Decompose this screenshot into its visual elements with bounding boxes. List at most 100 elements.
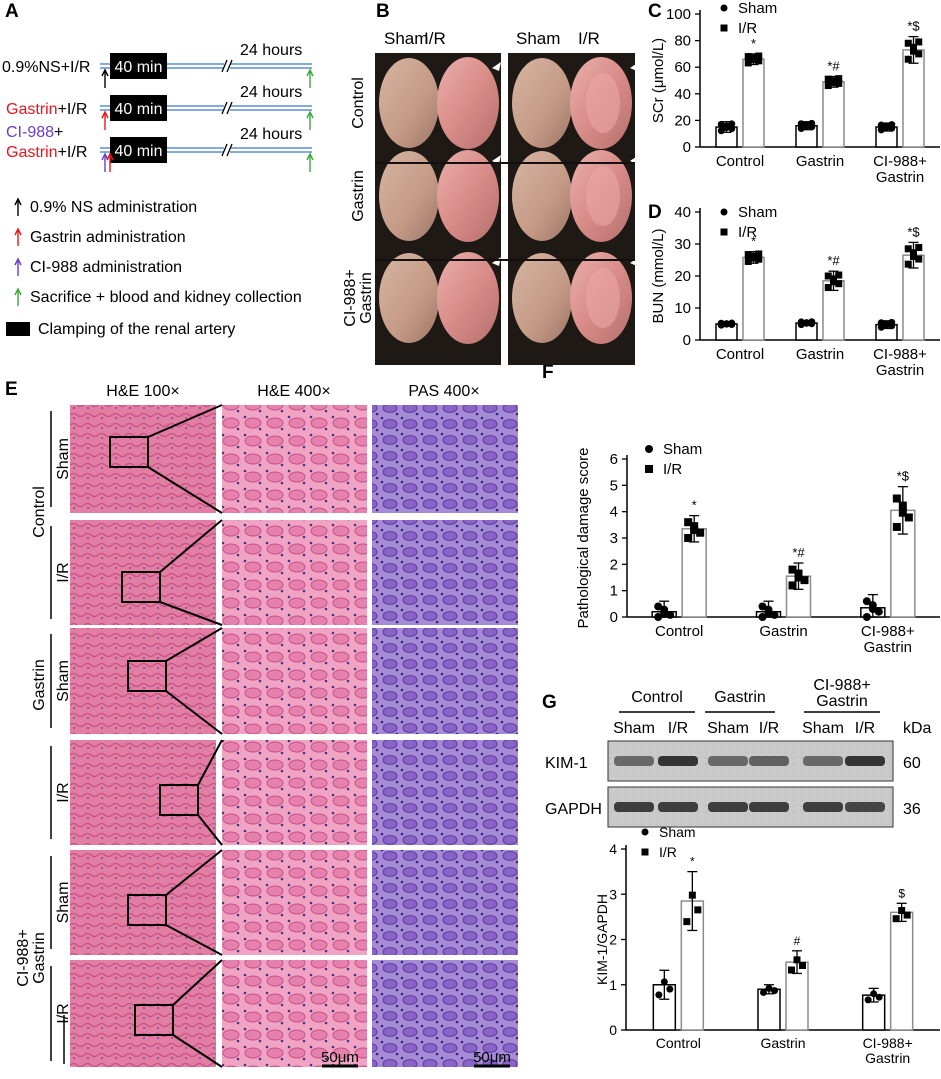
legend-label-ir: I/R bbox=[663, 461, 682, 478]
blot-group-label: CI-988+ bbox=[813, 677, 870, 694]
histology-row-label: Sham bbox=[55, 660, 72, 702]
data-point-ir bbox=[683, 918, 691, 926]
data-point-sham bbox=[888, 318, 896, 326]
panel-letter-d: D bbox=[648, 202, 662, 223]
significance-mark: *$ bbox=[907, 224, 920, 239]
significance-mark: # bbox=[794, 934, 801, 948]
data-point-sham bbox=[666, 610, 675, 619]
histology-column-header: PAS 400× bbox=[408, 383, 479, 400]
y-tick-label: 2 bbox=[609, 932, 617, 948]
arrow-head bbox=[101, 68, 109, 77]
bar-ir bbox=[742, 58, 765, 148]
break-mark bbox=[221, 59, 228, 73]
data-point-ir bbox=[684, 518, 693, 527]
y-tick-label: 0 bbox=[609, 1022, 617, 1038]
y-tick-label: 20 bbox=[674, 112, 691, 129]
histology-image bbox=[372, 960, 518, 1067]
clamping-duration: 40 min bbox=[114, 101, 162, 118]
arrow-head bbox=[306, 110, 314, 119]
protocol-label: Gastrin+I/R bbox=[6, 144, 87, 161]
x-tick-label: Control bbox=[656, 1035, 701, 1051]
data-point-ir bbox=[755, 250, 763, 258]
timeline-duration: 24 hours bbox=[240, 126, 302, 143]
histology-image bbox=[372, 405, 518, 513]
data-point-ir bbox=[824, 82, 832, 90]
blot-band bbox=[749, 802, 789, 812]
data-point-ir bbox=[910, 252, 917, 260]
histology-group-label: Gastrin bbox=[31, 932, 48, 984]
break-mark bbox=[226, 101, 233, 115]
legend-marker-ir bbox=[720, 24, 728, 32]
y-tick-label: 100 bbox=[666, 6, 691, 23]
x-tick-label: CI-988+ bbox=[873, 346, 927, 363]
zoom-region-box bbox=[121, 571, 161, 603]
protocol-legend-item: Clamping of the renal artery bbox=[6, 321, 235, 338]
lesion-arrow bbox=[492, 62, 501, 71]
data-point-ir bbox=[892, 915, 900, 923]
data-point-ir bbox=[824, 272, 832, 280]
data-point-sham bbox=[797, 318, 805, 326]
significance-mark: * bbox=[690, 855, 695, 869]
timeline-break bbox=[224, 143, 230, 157]
x-tick-label: Gastrin bbox=[876, 362, 924, 379]
data-point-ir bbox=[824, 284, 832, 292]
panel-letter-a: A bbox=[5, 1, 19, 22]
legend-marker-sham bbox=[641, 828, 649, 836]
data-point-ir bbox=[788, 966, 795, 974]
y-tick-label: 1 bbox=[610, 583, 618, 600]
data-point-ir bbox=[835, 280, 843, 288]
histology-row-label: I/R bbox=[55, 782, 72, 802]
data-point-ir bbox=[835, 79, 843, 87]
data-point-ir bbox=[898, 501, 907, 510]
data-point-sham bbox=[728, 125, 736, 133]
histology-group-label: Control bbox=[31, 486, 48, 538]
zoom-line bbox=[165, 924, 223, 956]
data-point-ir bbox=[688, 891, 696, 899]
blot-band bbox=[708, 756, 748, 766]
y-tick-label: 6 bbox=[610, 451, 618, 468]
arrow-head bbox=[14, 197, 22, 206]
timeline-duration: 24 hours bbox=[240, 42, 302, 59]
data-point-ir bbox=[744, 59, 752, 67]
y-axis-label: SCr (μmol/L) bbox=[650, 38, 667, 123]
zoom-region-box bbox=[127, 894, 167, 926]
data-point-sham bbox=[883, 123, 890, 131]
data-point-sham bbox=[723, 124, 730, 132]
legend-marker-ir bbox=[720, 228, 728, 236]
data-point-sham bbox=[728, 319, 736, 327]
arrow-head bbox=[14, 287, 22, 296]
blot-band bbox=[708, 802, 748, 812]
arrow-head bbox=[106, 152, 114, 161]
data-point-sham bbox=[654, 613, 663, 621]
data-point-ir bbox=[910, 47, 917, 55]
data-point-sham bbox=[862, 597, 871, 606]
blot-band bbox=[614, 802, 654, 812]
data-point-sham bbox=[888, 121, 896, 129]
medulla-region bbox=[586, 268, 620, 328]
photo-column-header: Sham bbox=[384, 29, 428, 48]
lesion-arrow bbox=[630, 155, 639, 164]
blot-size-label: 60 bbox=[903, 755, 921, 772]
lesion-arrow bbox=[630, 257, 639, 266]
significance-mark: *$ bbox=[897, 469, 910, 484]
legend-marker-ir bbox=[641, 848, 649, 856]
zoom-line bbox=[165, 690, 223, 735]
protocol-legend-item: CI-988 administration bbox=[14, 257, 182, 276]
data-point-ir bbox=[799, 962, 806, 970]
y-tick-label: 3 bbox=[609, 886, 617, 902]
panel-c-scr-chart: 0 20 40 60 80 100 SCr (μmol/L) Control * Gastrin *… bbox=[650, 0, 940, 186]
significance-mark: *$ bbox=[907, 19, 920, 34]
data-point-ir bbox=[744, 53, 752, 61]
zoom-line bbox=[197, 814, 223, 846]
timeline-break bbox=[224, 59, 230, 73]
bar-ir bbox=[681, 528, 707, 618]
zoom-region-box bbox=[109, 436, 149, 468]
data-point-ir bbox=[915, 38, 923, 46]
zoom-line bbox=[165, 627, 223, 662]
blot-group-label: Gastrin bbox=[714, 689, 766, 706]
bar-ir bbox=[822, 81, 845, 148]
data-point-ir bbox=[755, 57, 763, 65]
blot-band bbox=[803, 756, 843, 766]
